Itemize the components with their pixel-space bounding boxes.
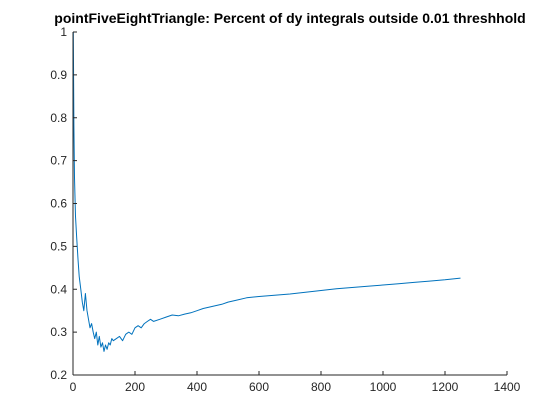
- y-tick-label: 0.8: [50, 111, 67, 125]
- x-tick-label: 1000: [370, 380, 397, 394]
- y-tick-label: 0.2: [50, 368, 67, 382]
- y-tick-label: 0.9: [50, 68, 67, 82]
- y-tick-label: 0.6: [50, 197, 67, 211]
- x-tick-label: 200: [125, 380, 145, 394]
- x-tick-label: 400: [187, 380, 207, 394]
- axis-layer: 0 200 400 600 800 1000 1200 1400 0.2 0.3 0.4 0.5 0.6…: [50, 25, 520, 394]
- plot-area: [73, 32, 507, 375]
- x-tick-label: 800: [311, 380, 331, 394]
- x-tick-label: 1400: [494, 380, 521, 394]
- series-line-0: [72, 31, 461, 352]
- y-tick-label: 1: [60, 25, 67, 39]
- data-layer: [72, 31, 461, 352]
- y-tick-label: 0.3: [50, 325, 67, 339]
- x-tick-label: 600: [249, 380, 269, 394]
- y-tick-label: 0.5: [50, 239, 67, 253]
- y-tick-label: 0.4: [50, 282, 67, 296]
- x-tick-label: 0: [70, 380, 77, 394]
- x-tick-label: 1200: [432, 380, 459, 394]
- y-tick-label: 0.7: [50, 154, 67, 168]
- chart-title: pointFiveEightTriangle: Percent of dy in…: [54, 10, 525, 26]
